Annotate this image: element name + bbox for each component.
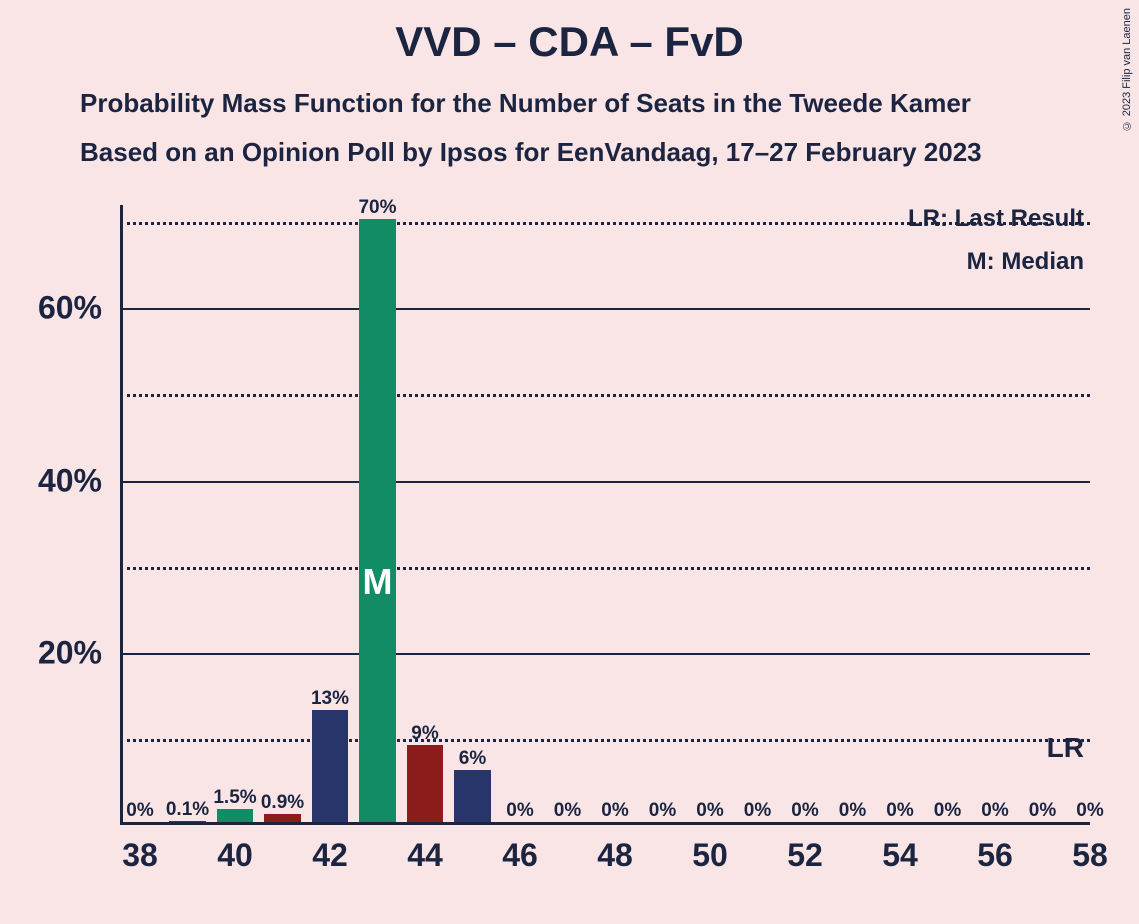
bar [407, 745, 443, 823]
bar-value-label: 13% [311, 688, 349, 710]
bar-value-label: 0% [934, 800, 961, 822]
bar-value-label: 0% [839, 800, 866, 822]
x-tick-label: 40 [217, 837, 253, 874]
bar-value-label: 0% [696, 800, 723, 822]
x-tick-label: 56 [977, 837, 1013, 874]
bar [264, 814, 300, 822]
bar-value-label: 1.5% [213, 787, 256, 809]
x-tick-label: 44 [407, 837, 443, 874]
chart-subtitle-1: Probability Mass Function for the Number… [0, 88, 1139, 119]
bar-value-label: 0% [1029, 800, 1056, 822]
y-tick-label: 60% [2, 290, 102, 327]
bar-value-label: 0% [744, 800, 771, 822]
gridline-solid [120, 653, 1090, 655]
bar-value-label: 0% [791, 800, 818, 822]
x-tick-label: 42 [312, 837, 348, 874]
x-tick-label: 54 [882, 837, 918, 874]
bar-value-label: 0% [649, 800, 676, 822]
legend-lr-key: LR: Last Result [908, 205, 1084, 233]
bar-value-label: 0% [1076, 800, 1103, 822]
bar-value-label: 6% [459, 748, 486, 770]
bar-value-label: 0% [886, 800, 913, 822]
x-tick-label: 50 [692, 837, 728, 874]
bar-value-label: 0.1% [166, 799, 209, 821]
chart-subtitle-2: Based on an Opinion Poll by Ipsos for Ee… [0, 137, 1139, 168]
gridline-dotted [120, 567, 1090, 570]
bar [359, 219, 395, 822]
bar-value-label: 0% [601, 800, 628, 822]
chart-title: VVD – CDA – FvD [0, 0, 1139, 66]
bar-value-label: 0% [126, 800, 153, 822]
y-tick-label: 40% [2, 462, 102, 499]
x-axis [120, 822, 1090, 825]
bar-value-label: 0% [506, 800, 533, 822]
bar [454, 770, 490, 822]
gridline-solid [120, 481, 1090, 483]
x-tick-label: 38 [122, 837, 158, 874]
lr-tag: LR [1047, 732, 1084, 764]
median-marker: M [363, 561, 393, 603]
x-tick-label: 46 [502, 837, 538, 874]
bar-value-label: 0% [554, 800, 581, 822]
x-tick-label: 52 [787, 837, 823, 874]
gridline-dotted [120, 394, 1090, 397]
legend-m-key: M: Median [967, 248, 1084, 276]
x-tick-label: 58 [1072, 837, 1108, 874]
copyright-text: © 2023 Filip van Laenen [1121, 8, 1133, 131]
bar [217, 809, 253, 822]
bar-value-label: 70% [358, 197, 396, 219]
bar [169, 821, 205, 822]
pmf-chart: 20%40%60%38404244464850525456580%0.1%1.5… [120, 205, 1090, 825]
bar-value-label: 0.9% [261, 792, 304, 814]
bar [312, 710, 348, 822]
y-tick-label: 20% [2, 634, 102, 671]
gridline-solid [120, 308, 1090, 310]
x-tick-label: 48 [597, 837, 633, 874]
y-axis [120, 205, 123, 825]
bar-value-label: 9% [411, 723, 438, 745]
gridline-dotted [120, 739, 1090, 742]
bar-value-label: 0% [981, 800, 1008, 822]
